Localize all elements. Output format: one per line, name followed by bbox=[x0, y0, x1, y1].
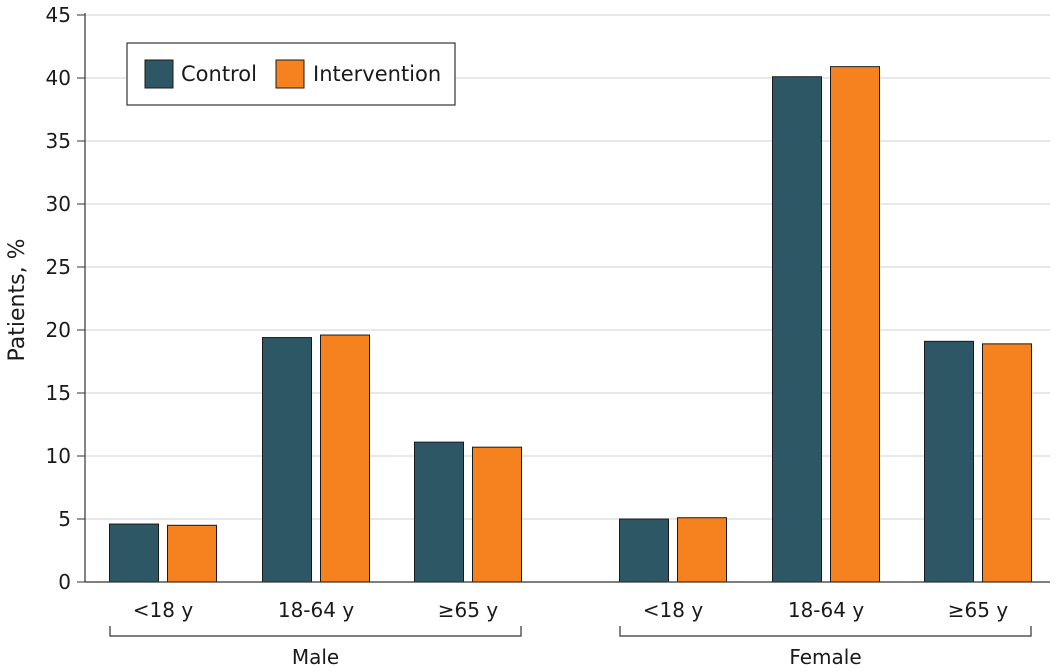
x-tick-label: <18 y bbox=[643, 598, 704, 622]
bar-intervention bbox=[167, 524, 217, 583]
y-tick-label: 25 bbox=[46, 255, 71, 279]
group-bracket bbox=[109, 626, 522, 637]
y-axis: 0 5 10 15 20 25 30 35 40 45 bbox=[46, 3, 86, 594]
legend-swatch-control bbox=[144, 59, 174, 89]
y-tick-label: 40 bbox=[46, 66, 71, 90]
y-tick-label: 10 bbox=[46, 444, 71, 468]
bar-intervention bbox=[472, 446, 522, 583]
bar-control bbox=[772, 76, 822, 583]
group-bracket bbox=[619, 626, 1032, 637]
y-tick-label: 0 bbox=[58, 570, 71, 594]
y-tick-label: 15 bbox=[46, 381, 71, 405]
legend: Control Intervention bbox=[126, 42, 456, 106]
x-tick-label: ≥65 y bbox=[948, 598, 1009, 622]
x-axis: <18 y 18-64 y ≥65 y Male <18 y 18-64 y ≥65 y Fe… bbox=[85, 581, 1050, 669]
legend-label-control: Control bbox=[181, 62, 257, 86]
bar-control bbox=[924, 340, 974, 583]
group-label: Male bbox=[292, 645, 339, 669]
x-tick-label: 18-64 y bbox=[278, 598, 354, 622]
bar-control bbox=[619, 518, 669, 583]
x-tick-label: ≥65 y bbox=[438, 598, 499, 622]
y-tick-label: 20 bbox=[46, 318, 71, 342]
gridlines bbox=[85, 14, 1050, 520]
bar-intervention bbox=[320, 334, 370, 583]
legend-swatch-intervention bbox=[275, 59, 305, 89]
y-tick-label: 45 bbox=[46, 3, 71, 27]
y-tick-label: 35 bbox=[46, 129, 71, 153]
y-axis-label: Patients, % bbox=[5, 239, 30, 362]
bar-control bbox=[262, 337, 312, 583]
x-tick-label: <18 y bbox=[133, 598, 194, 622]
bar-intervention bbox=[830, 66, 880, 583]
legend-label-intervention: Intervention bbox=[313, 62, 441, 86]
group-label: Female bbox=[789, 645, 861, 669]
bar-intervention bbox=[677, 517, 727, 583]
bar-control bbox=[414, 441, 464, 583]
y-tick-label: 30 bbox=[46, 192, 71, 216]
x-tick-label: 18-64 y bbox=[788, 598, 864, 622]
y-tick-label: 5 bbox=[58, 507, 71, 531]
bars bbox=[109, 66, 1032, 583]
bar-control bbox=[109, 523, 159, 583]
bar-intervention bbox=[982, 343, 1032, 583]
